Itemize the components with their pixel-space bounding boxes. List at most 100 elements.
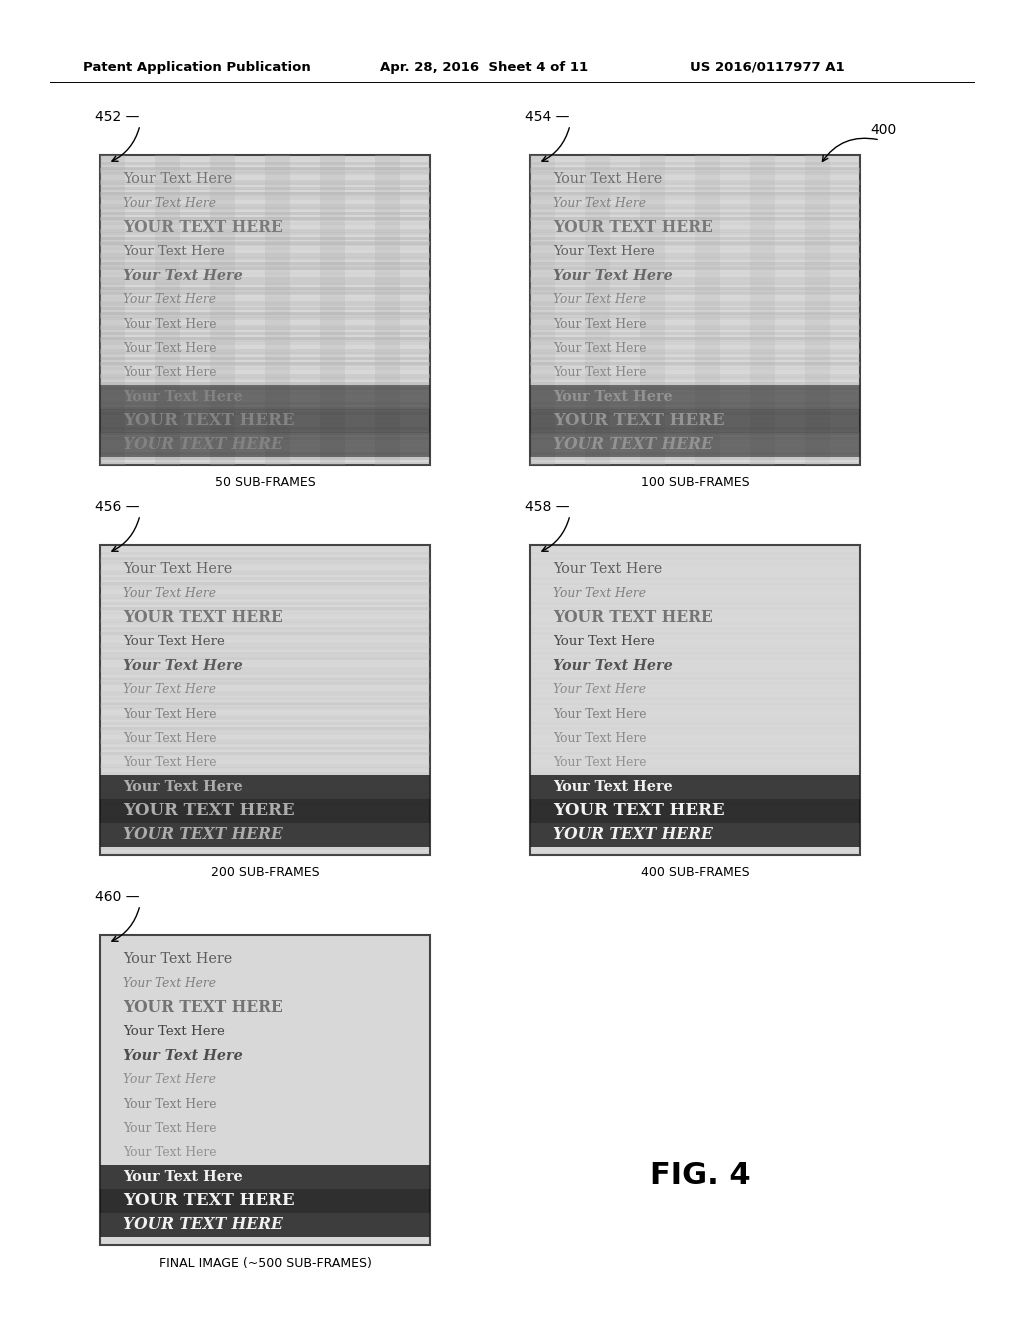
Bar — [100, 322, 430, 325]
Bar — [100, 207, 430, 210]
Bar — [100, 374, 430, 379]
Text: YOUR TEXT HERE: YOUR TEXT HERE — [553, 219, 713, 236]
Bar — [530, 301, 860, 306]
Bar — [100, 282, 430, 285]
Text: YOUR TEXT HERE: YOUR TEXT HERE — [123, 412, 295, 429]
Text: Your Text Here: Your Text Here — [123, 293, 216, 306]
Bar — [530, 733, 860, 735]
Bar — [530, 202, 860, 205]
Bar — [100, 301, 430, 306]
Bar — [530, 312, 860, 315]
Bar — [100, 612, 430, 615]
Bar — [100, 822, 430, 825]
Bar — [530, 222, 860, 224]
Bar — [100, 657, 430, 660]
Bar — [100, 817, 430, 820]
Bar — [530, 462, 860, 465]
Bar — [100, 240, 430, 246]
Text: FINAL IMAGE (~500 SUB-FRAMES): FINAL IMAGE (~500 SUB-FRAMES) — [159, 1257, 372, 1270]
Text: YOUR TEXT HERE: YOUR TEXT HERE — [123, 1217, 283, 1233]
Bar — [530, 216, 860, 222]
Bar — [530, 154, 860, 465]
Bar — [530, 193, 860, 197]
Bar — [530, 457, 860, 459]
Bar — [530, 772, 860, 775]
Bar — [530, 168, 860, 173]
Bar — [100, 417, 430, 420]
Bar — [530, 722, 860, 725]
Bar — [100, 172, 430, 176]
Bar — [100, 191, 430, 195]
Bar — [530, 267, 860, 271]
Bar — [100, 333, 430, 335]
Bar — [100, 181, 430, 185]
Bar — [530, 552, 860, 554]
Bar — [100, 205, 430, 210]
Bar — [100, 562, 430, 565]
Bar — [530, 197, 860, 201]
Bar — [100, 447, 430, 450]
Bar — [100, 702, 430, 705]
Bar — [530, 327, 860, 330]
Text: Your Text Here: Your Text Here — [123, 659, 243, 673]
Text: Your Text Here: Your Text Here — [553, 366, 646, 379]
Bar — [100, 842, 430, 845]
Bar — [100, 591, 430, 595]
Bar — [100, 851, 430, 855]
Bar — [100, 154, 430, 465]
Text: Your Text Here: Your Text Here — [123, 635, 225, 648]
Text: Your Text Here: Your Text Here — [123, 952, 232, 966]
Bar — [530, 338, 860, 342]
Bar — [100, 213, 430, 215]
Text: Your Text Here: Your Text Here — [553, 684, 646, 697]
Bar — [530, 347, 860, 350]
Text: Your Text Here: Your Text Here — [123, 246, 225, 259]
Bar — [100, 162, 430, 165]
Text: 200 SUB-FRAMES: 200 SUB-FRAMES — [211, 866, 319, 879]
Text: 452 —: 452 — — [95, 110, 139, 124]
Bar — [530, 752, 860, 755]
Bar — [100, 708, 430, 710]
Bar — [530, 426, 860, 430]
Bar — [530, 378, 860, 380]
Bar — [805, 154, 829, 465]
Bar — [100, 362, 430, 366]
Text: YOUR TEXT HERE: YOUR TEXT HERE — [553, 609, 713, 626]
Bar — [100, 317, 430, 319]
Bar — [100, 253, 430, 257]
Bar — [100, 1189, 430, 1213]
Bar — [530, 313, 860, 318]
Bar — [530, 433, 860, 457]
Text: Your Text Here: Your Text Here — [123, 269, 243, 282]
Bar — [530, 562, 860, 565]
Bar — [100, 616, 430, 620]
Bar — [530, 828, 860, 830]
Text: Your Text Here: Your Text Here — [553, 780, 673, 793]
Bar — [530, 822, 860, 825]
Bar — [530, 642, 860, 645]
Bar — [100, 308, 430, 310]
Bar — [100, 168, 430, 173]
Bar — [530, 407, 860, 411]
Bar — [530, 352, 860, 355]
Bar — [530, 672, 860, 675]
Bar — [100, 392, 430, 395]
Bar — [100, 762, 430, 766]
Bar — [530, 677, 860, 680]
Bar — [100, 682, 430, 685]
Bar — [100, 227, 430, 230]
Bar — [100, 619, 430, 623]
Bar — [530, 277, 860, 281]
Bar — [100, 772, 430, 775]
Bar — [530, 616, 860, 620]
Bar — [100, 622, 430, 624]
Bar — [100, 803, 430, 805]
Bar — [530, 392, 860, 395]
Bar — [100, 367, 430, 370]
Text: Your Text Here: Your Text Here — [123, 342, 217, 355]
Bar — [530, 442, 860, 445]
Bar — [100, 546, 430, 550]
Text: Your Text Here: Your Text Here — [123, 731, 217, 744]
Bar — [530, 767, 860, 770]
Bar — [530, 612, 860, 615]
